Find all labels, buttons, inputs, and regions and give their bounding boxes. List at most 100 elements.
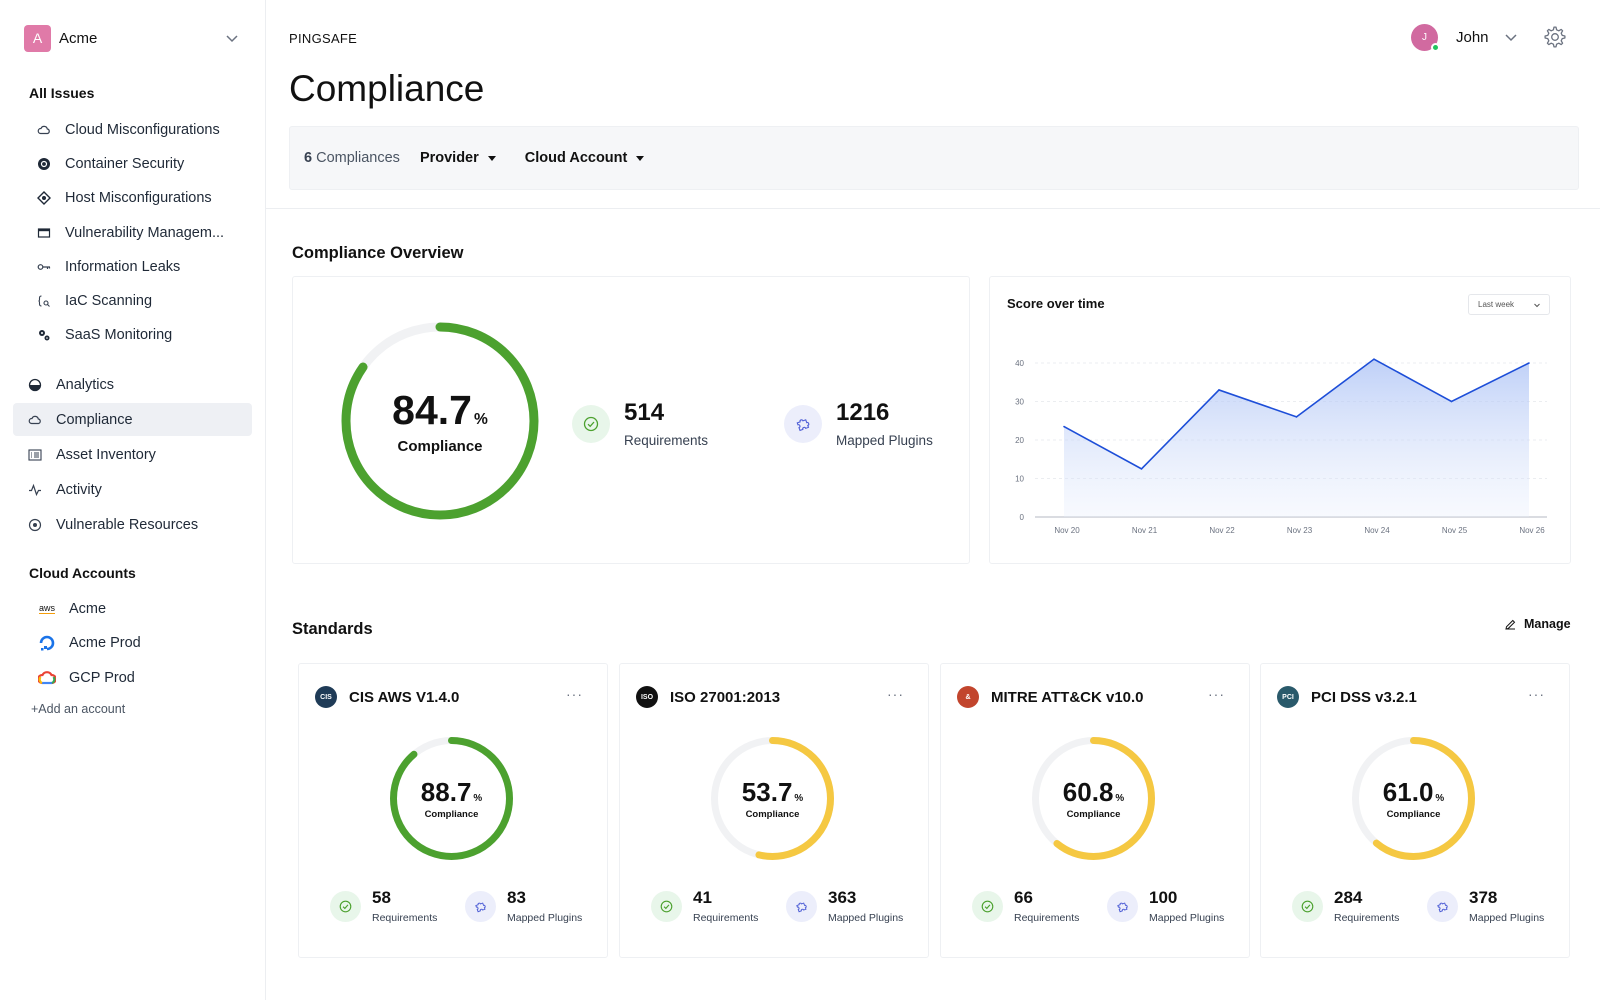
digitalocean-icon (37, 635, 57, 651)
score-over-time-card: Score over time Last week 0 10 20 30 40 Nov 2… (989, 276, 1571, 564)
standard-header: CIS CIS AWS V1.4.0 (315, 686, 459, 708)
header-divider (266, 208, 1600, 209)
standard-gauge: 88.7% Compliance (389, 736, 514, 861)
card-icon (37, 226, 51, 240)
standard-requirements-label: Requirements (1334, 912, 1400, 924)
y-tick-label: 10 (1015, 475, 1024, 484)
standard-header: & MITRE ATT&CK v10.0 (957, 686, 1144, 708)
y-tick-label: 0 (1020, 513, 1025, 522)
gauge-arc (341, 322, 539, 520)
data-point (1295, 416, 1298, 418)
range-select[interactable]: Last week (1468, 294, 1550, 315)
aws-icon: aws (38, 603, 55, 614)
standard-plugins-count: 363 (828, 888, 857, 907)
standard-compliance-label: Compliance (1386, 809, 1441, 820)
sidebar-item-asset-inventory[interactable]: Asset Inventory (13, 438, 252, 471)
x-tick-label: Nov 22 (1209, 526, 1235, 535)
standard-plugins-stat: 363 Mapped Plugins (786, 888, 903, 924)
gauge-arc (1352, 737, 1475, 860)
standard-header: PCI PCI DSS v3.2.1 (1277, 686, 1417, 708)
pencil-icon (1505, 619, 1516, 630)
standard-name: ISO 27001:2013 (670, 688, 781, 706)
chevron-down-icon (226, 35, 238, 43)
check-circle-icon (572, 404, 610, 443)
puzzle-icon (1107, 890, 1138, 922)
requirements-count: 514 (624, 399, 665, 426)
chevron-down-icon (1534, 303, 1540, 307)
standard-card[interactable]: ISO ISO 27001:2013 ··· 53.7% Compliance (619, 663, 929, 958)
sidebar-item-information-leaks[interactable]: Information Leaks (13, 250, 252, 283)
account-item-gcp-prod[interactable]: GCP Prod (37, 663, 135, 693)
sidebar-item-activity[interactable]: Activity (13, 473, 252, 506)
standard-requirements-count: 58 (372, 888, 391, 907)
standards-title: Standards (292, 620, 373, 638)
standard-gauge: 61.0% Compliance (1351, 736, 1476, 861)
standard-requirements-count: 66 (1014, 888, 1033, 907)
more-options-icon[interactable]: ··· (1208, 686, 1225, 702)
data-point (1373, 358, 1375, 360)
sidebar-item-iac-scanning[interactable]: IaC Scanning (13, 284, 252, 317)
caret-down-icon (487, 155, 496, 161)
host-icon (37, 190, 51, 205)
sidebar-item-cloud-misconfigurations[interactable]: Cloud Misconfigurations (13, 113, 252, 146)
standard-card[interactable]: PCI PCI DSS v3.2.1 ··· 61.0% Compliance (1260, 663, 1570, 958)
account-item-acme[interactable]: aws Acme (37, 594, 106, 624)
data-point (1218, 389, 1220, 391)
sidebar-item-host-misconfigurations[interactable]: Host Misconfigurations (13, 181, 252, 214)
sidebar-item-label: Container Security (65, 155, 185, 172)
gcp-icon (37, 670, 57, 686)
account-label: GCP Prod (69, 670, 135, 686)
sidebar-item-label: Vulnerability Managem... (65, 224, 225, 241)
manage-button[interactable]: Manage (1505, 617, 1571, 631)
add-account-link[interactable]: +Add an account (31, 702, 126, 716)
sidebar-item-analytics[interactable]: Analytics (13, 368, 252, 401)
code-icon (37, 294, 51, 308)
container-icon (37, 157, 51, 171)
compliance-overview-title: Compliance Overview (292, 244, 464, 262)
sidebar-item-saas-monitoring[interactable]: SaaS Monitoring (13, 318, 252, 351)
chevron-down-icon (1505, 34, 1517, 42)
sidebar-item-label: Analytics (56, 376, 115, 393)
list-icon (28, 448, 42, 462)
data-point (1528, 362, 1530, 364)
gear-icon[interactable] (1543, 25, 1567, 49)
sidebar-item-vulnerable-resources[interactable]: Vulnerable Resources (13, 508, 252, 541)
standard-compliance-value: 60.8% (1062, 777, 1125, 807)
standard-name: MITRE ATT&CK v10.0 (991, 688, 1144, 706)
data-point (1450, 400, 1453, 403)
standard-card[interactable]: & MITRE ATT&CK v10.0 ··· 60.8% Complianc… (940, 663, 1250, 958)
standard-plugins-count: 378 (1469, 888, 1498, 907)
org-avatar: A (24, 24, 51, 52)
gauge-ring (390, 737, 513, 860)
sidebar-item-container-security[interactable]: Container Security (13, 147, 252, 180)
user-name: John (1456, 28, 1489, 46)
standard-card[interactable]: CIS CIS AWS V1.4.0 ··· 88.7% Compliance (298, 663, 608, 958)
cloud-icon (28, 413, 42, 427)
sidebar-item-label: Information Leaks (65, 258, 181, 275)
puzzle-icon (465, 890, 496, 922)
account-item-acme-prod[interactable]: Acme Prod (37, 628, 141, 658)
check-circle-icon (330, 890, 361, 922)
sidebar-item-label: Host Misconfigurations (65, 189, 212, 206)
cloud-account-dropdown[interactable]: Cloud Account (525, 150, 645, 166)
org-name: Acme (59, 29, 98, 47)
standard-logo-icon: CIS (315, 686, 337, 708)
sidebar-item-vulnerability-management[interactable]: Vulnerability Managem... (13, 216, 252, 249)
more-options-icon[interactable]: ··· (887, 686, 904, 702)
gauge-ring (341, 322, 539, 520)
standard-requirements-label: Requirements (372, 912, 438, 924)
gauge-ring (711, 737, 834, 860)
org-switcher[interactable]: A Acme (24, 24, 240, 52)
user-menu[interactable]: J John (1411, 23, 1519, 52)
y-tick-label: 30 (1015, 398, 1024, 407)
more-options-icon[interactable]: ··· (1528, 686, 1545, 702)
account-label: Acme (69, 601, 107, 617)
puzzle-icon (1427, 890, 1458, 922)
overview-card: 84.7% Compliance 514 Requirements 1216 M… (292, 276, 970, 564)
more-options-icon[interactable]: ··· (566, 686, 583, 702)
provider-dropdown[interactable]: Provider (420, 150, 496, 166)
standard-logo-icon: PCI (1277, 686, 1299, 708)
avatar: J (1411, 23, 1440, 52)
sidebar-item-compliance[interactable]: Compliance (13, 403, 252, 436)
plugins-count: 1216 (836, 399, 890, 426)
